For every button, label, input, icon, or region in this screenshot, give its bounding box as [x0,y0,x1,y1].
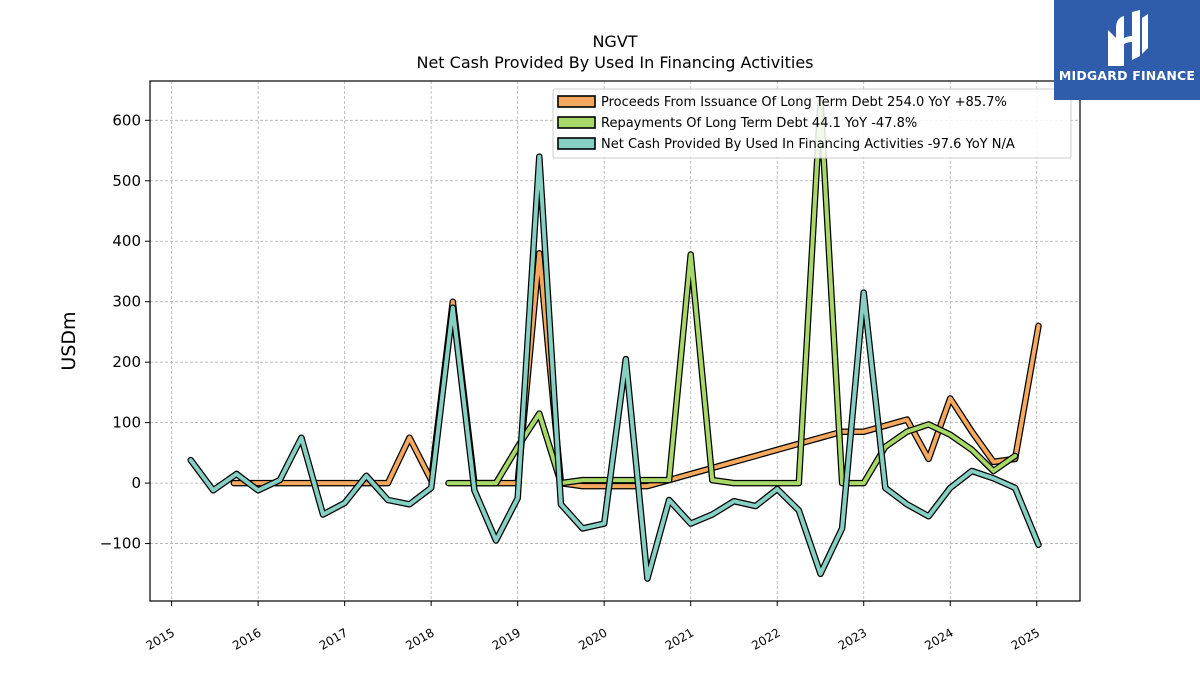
midgard-finance-logo: MIDGARD FINANCE [1054,0,1200,100]
legend: Proceeds From Issuance Of Long Term Debt… [552,88,1072,159]
x-tick-label: 2015 [144,625,177,652]
x-tick-label: 2018 [403,625,436,652]
y-tick-label: 400 [112,232,141,250]
y-tick-label: 200 [112,353,141,371]
x-tick-label: 2020 [576,625,609,652]
x-tick-label: 2021 [663,625,696,652]
chart-title: NGVT [592,32,637,51]
chart-subtitle: Net Cash Provided By Used In Financing A… [416,53,813,72]
x-tick-label: 2024 [922,625,955,652]
legend-label-1: Proceeds From Issuance Of Long Term Debt… [601,95,1007,110]
legend-label-2: Repayments Of Long Term Debt 44.1 YoY -4… [601,116,917,131]
y-tick-label: 500 [112,172,141,190]
legend-box [552,88,1072,159]
legend-swatch-1 [557,95,596,108]
x-tick-label: 2019 [490,625,523,652]
legend-swatch-2 [557,116,596,129]
series-line-2 [446,100,1018,486]
y-tick-label: 300 [112,293,141,311]
y-axis: −100 0 100 200 300 400 500 600 [100,111,150,553]
series-lines [187,98,1042,582]
legend-swatch-3 [557,137,596,150]
y-tick-label: 600 [112,111,141,129]
x-tick-label: 2023 [836,625,869,652]
grid [150,81,1080,601]
midgard-logo-icon [1108,10,1148,66]
y-axis-label: USDm [58,311,80,370]
x-axis: 2015 2016 2017 2018 2019 2020 2021 2022 2023 2024… [144,601,1042,653]
legend-label-3: Net Cash Provided By Used In Financing A… [601,137,1015,152]
y-tick-label: 0 [131,474,141,492]
x-tick-label: 2016 [230,625,263,652]
series-outline-3 [187,153,1042,582]
logo-text: MIDGARD FINANCE [1058,68,1196,83]
x-tick-label: 2025 [1009,625,1042,652]
y-tick-label: 100 [112,414,141,432]
y-tick-label: −100 [100,535,141,553]
plot-frame [149,80,1081,602]
series-line-3 [188,154,1041,581]
x-tick-label: 2017 [317,625,350,652]
x-tick-label: 2022 [749,625,782,652]
